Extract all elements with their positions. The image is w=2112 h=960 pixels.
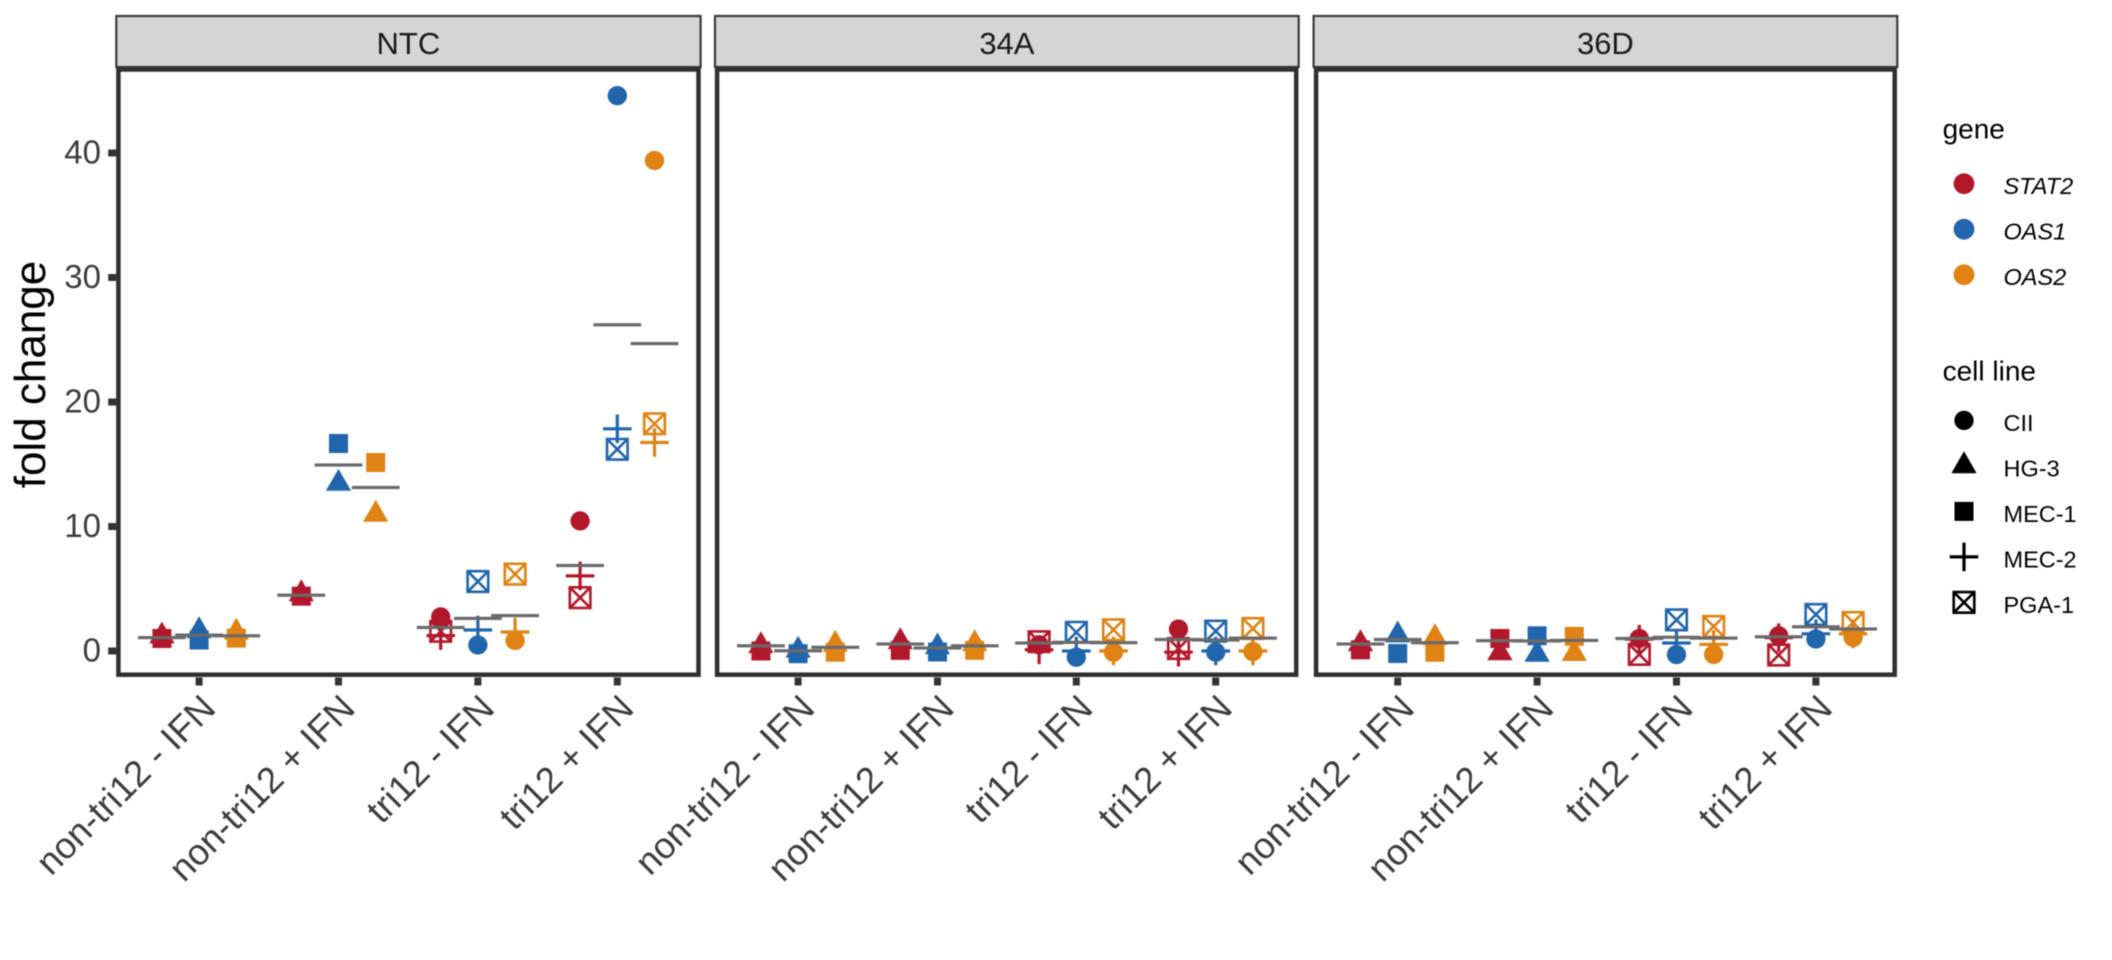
svg-text:MEC-2: MEC-2 xyxy=(2004,546,2077,572)
svg-text:PGA-1: PGA-1 xyxy=(2004,592,2075,618)
svg-text:fold change: fold change xyxy=(6,261,55,489)
svg-text:OAS2: OAS2 xyxy=(2004,264,2067,290)
svg-text:40: 40 xyxy=(64,134,101,171)
svg-text:10: 10 xyxy=(64,507,101,544)
svg-text:cell line: cell line xyxy=(1943,356,2036,387)
svg-text:20: 20 xyxy=(64,383,101,420)
svg-text:30: 30 xyxy=(64,258,101,295)
svg-text:gene: gene xyxy=(1943,114,2005,145)
svg-text:NTC: NTC xyxy=(377,26,441,61)
svg-text:OAS1: OAS1 xyxy=(2004,219,2067,245)
svg-text:STAT2: STAT2 xyxy=(2004,173,2074,199)
svg-text:36D: 36D xyxy=(1577,26,1634,61)
svg-text:34A: 34A xyxy=(979,26,1034,61)
svg-text:CII: CII xyxy=(2004,410,2034,436)
svg-text:0: 0 xyxy=(83,632,101,669)
svg-text:HG-3: HG-3 xyxy=(2004,455,2060,481)
svg-text:MEC-1: MEC-1 xyxy=(2004,501,2077,527)
